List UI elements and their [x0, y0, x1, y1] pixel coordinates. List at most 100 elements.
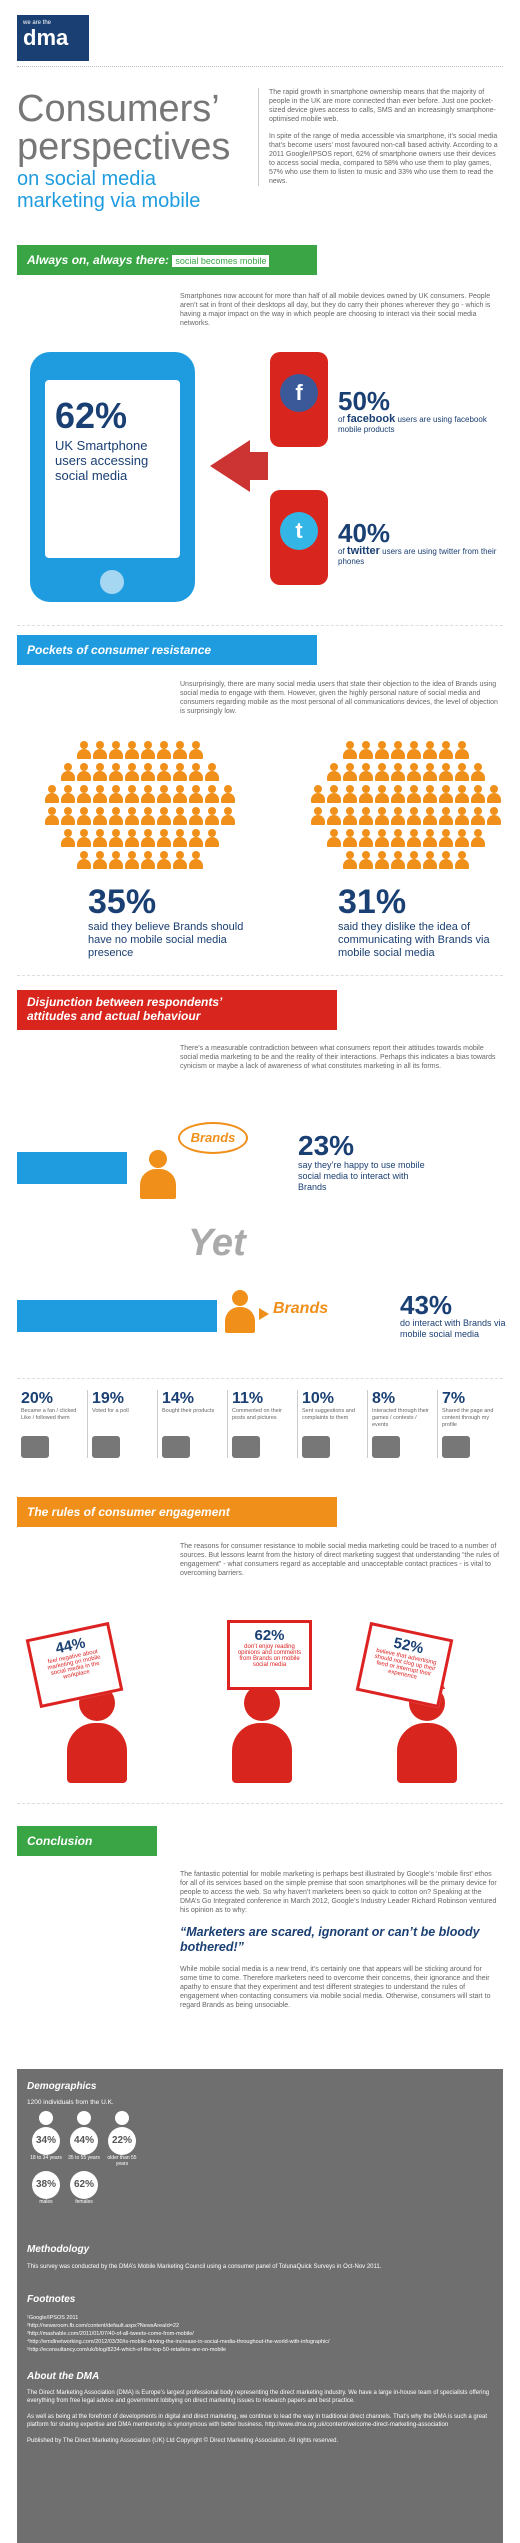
person-icon [406, 829, 421, 847]
person-icon [326, 829, 341, 847]
person-icon [44, 807, 59, 825]
person-icon [358, 785, 373, 803]
phone-percent: 62% [55, 395, 128, 436]
person-icon [60, 785, 75, 803]
person-icon [342, 829, 357, 847]
person-icon [172, 763, 187, 781]
section3-title-2: attitudes and actual behaviour [27, 1009, 201, 1023]
facebook-caption-b: users are using facebook mobile products [338, 415, 487, 434]
divider [17, 1803, 503, 1804]
interaction-stat-percent: 20% [21, 1390, 54, 1407]
person-icon [140, 785, 155, 803]
person-icon [422, 851, 437, 869]
person-icon [172, 829, 187, 847]
age-percent: 34% [32, 2127, 60, 2155]
person-icon [108, 785, 123, 803]
interaction-stat-percent: 10% [302, 1390, 335, 1407]
section-disjunction-banner: Disjunction between respondents’ attitud… [17, 990, 337, 1030]
interaction-stats-row: 20% Became a fan / clicked Like / followe… [17, 1390, 507, 1470]
facebook-brand: facebook [346, 413, 396, 425]
red-devil-figure [232, 1677, 292, 1785]
person-icon [92, 851, 107, 869]
person-icon [204, 785, 219, 803]
person-icon [108, 807, 123, 825]
devils-illustration: 44% feel negative about marketing on mobi… [17, 1590, 503, 1790]
person-icon [124, 763, 139, 781]
person-icon [326, 763, 341, 781]
section2-text: Unsurprisingly, there are many social me… [180, 681, 498, 715]
gender-label: males [39, 2199, 53, 2205]
stat-23-percent: 23% [298, 1130, 355, 1161]
person-icon [342, 851, 357, 869]
footnote[interactable]: ³http://mashable.com/2011/01/07/40-of-al… [27, 2331, 194, 2337]
stat-43-percent: 43% [400, 1290, 453, 1320]
person-icon [374, 851, 389, 869]
person-icon [470, 807, 485, 825]
gender-label: females [75, 2199, 93, 2205]
intro-paragraph-1: The rapid growth in smartphone ownership… [269, 89, 496, 123]
person-icon [60, 763, 75, 781]
interaction-stat-icon [162, 1436, 190, 1458]
person-icon [390, 807, 405, 825]
interaction-stat-percent: 7% [442, 1390, 466, 1407]
subtitle-line-2: marketing via mobile [17, 190, 201, 212]
age-percent: 22% [108, 2127, 136, 2155]
intro-text: The rapid growth in smartphone ownership… [258, 88, 498, 186]
stat-43-caption: do interact with Brands via mobile socia… [400, 1318, 506, 1339]
person-icon [156, 829, 171, 847]
gender-group: 38% males [27, 2171, 65, 2205]
person-icon [342, 785, 357, 803]
person-icon [140, 829, 155, 847]
facebook-caption-a: of [338, 415, 345, 424]
left-percent: 35% [88, 883, 157, 921]
age-percent: 44% [70, 2127, 98, 2155]
person-icon [422, 829, 437, 847]
footnote[interactable]: ¹Google/IPSOS 2011 [27, 2315, 79, 2321]
stat-23: 23% say they’re happy to use mobile soci… [298, 1132, 498, 1193]
interaction-stat: 20% Became a fan / clicked Like / followe… [17, 1390, 83, 1458]
logo-small-text: we are the [23, 20, 52, 26]
person-icon [454, 851, 469, 869]
person-icon [438, 763, 453, 781]
facebook-stat: 50% of facebook users are using facebook… [338, 388, 508, 435]
person-with-brands-arrow: Brands [225, 1290, 365, 1345]
about-text: The Direct Marketing Association (DMA) i… [27, 2389, 497, 2445]
person-icon [390, 851, 405, 869]
person-icon [156, 741, 171, 759]
footnote[interactable]: ⁴http://emdlnetworking.com/2012/03/30/is… [27, 2339, 330, 2345]
person-icon [358, 851, 373, 869]
methodology-title: Methodology [27, 2244, 90, 2255]
person-icon [454, 741, 469, 759]
person-icon [188, 741, 203, 759]
person-icon [454, 829, 469, 847]
interaction-stat-label: Commented on their posts and pictures [232, 1408, 282, 1421]
person-icon [422, 785, 437, 803]
age-group: 44% 35 to 55 years [65, 2111, 103, 2161]
gender-percent: 62% [70, 2171, 98, 2199]
page-subtitle: on social media marketing via mobile [17, 168, 237, 212]
person-icon [44, 785, 59, 803]
age-label: older than 55 years [107, 2155, 137, 2167]
dma-logo: we are the dma [17, 15, 89, 61]
phone-home-button [100, 570, 124, 594]
page-title: Consumers’ perspectives [17, 90, 237, 166]
person-icon [358, 763, 373, 781]
sign-percent: 62% [254, 1627, 285, 1644]
interaction-stat-icon [442, 1436, 470, 1458]
person-icon [76, 807, 91, 825]
person-icon [124, 807, 139, 825]
right-percent: 31% [338, 883, 407, 921]
person-icon [220, 807, 235, 825]
footnote[interactable]: ²http://newsroom.fb.com/content/default.… [27, 2323, 180, 2329]
interaction-stat: 8% Interacted through their games / conte… [367, 1390, 433, 1458]
crowd-row [298, 806, 513, 828]
person-icon [438, 829, 453, 847]
bar-43 [17, 1300, 217, 1332]
footnote[interactable]: ⁵http://econsultancy.com/uk/blog/8234-wh… [27, 2347, 227, 2353]
interaction-stat-icon [232, 1436, 260, 1458]
protest-sign: 62% don’t enjoy reading opinions and comm… [227, 1620, 312, 1690]
person-icon [326, 785, 341, 803]
face-icon [115, 2111, 129, 2125]
person-icon [108, 741, 123, 759]
twitter-brand: twitter [346, 545, 380, 557]
